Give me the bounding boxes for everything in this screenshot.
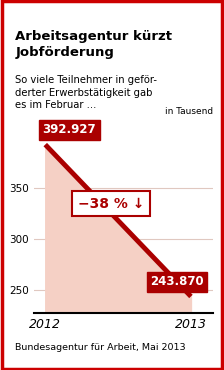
- Text: in Tausend: in Tausend: [165, 107, 213, 117]
- Text: 392.927: 392.927: [42, 124, 96, 137]
- Text: −38 % ↓: −38 % ↓: [78, 196, 144, 211]
- Text: So viele Teilnehmer in geför-
derter Erwerbstätigkeit gab
es im Februar ...: So viele Teilnehmer in geför- derter Erw…: [15, 75, 157, 111]
- Text: Bundesagentur für Arbeit, Mai 2013: Bundesagentur für Arbeit, Mai 2013: [15, 343, 186, 352]
- Text: 243.870: 243.870: [150, 275, 204, 288]
- Text: Arbeitsagentur kürzt
Jobförderung: Arbeitsagentur kürzt Jobförderung: [15, 30, 172, 59]
- Text: ARBEITSMARKT: ARBEITSMARKT: [42, 8, 182, 23]
